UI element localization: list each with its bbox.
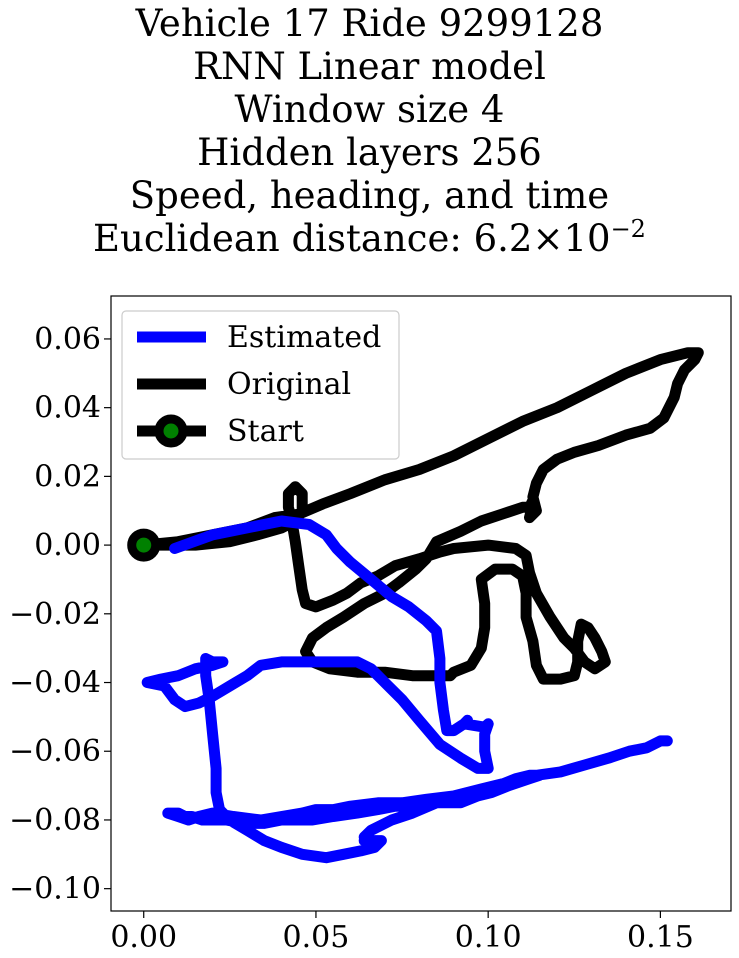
y-tick-label: −0.06 — [9, 734, 101, 769]
title-line-1: Vehicle 17 Ride 9299128 — [135, 2, 604, 45]
title-line-2: RNN Linear model — [193, 45, 546, 88]
legend-label-estimated: Estimated — [227, 320, 381, 355]
title-distance-base: 10 — [563, 217, 611, 260]
x-tick-label: 0.05 — [283, 920, 350, 955]
series-line-estimated — [141, 515, 673, 864]
x-tick-label: 0.00 — [110, 920, 177, 955]
y-tick-label: 0.00 — [34, 528, 101, 563]
y-tick-label: 0.06 — [34, 322, 101, 357]
legend-marker-start — [154, 414, 188, 448]
start-marker — [127, 528, 161, 562]
x-tick-label: 0.10 — [455, 920, 522, 955]
title-line-6: Euclidean distance: 6.2×10−2 — [0, 217, 739, 260]
legend-label-original: Original — [227, 367, 351, 402]
title-distance-mantissa: 6.2 — [473, 217, 533, 260]
y-tick-label: −0.08 — [9, 803, 101, 838]
title-distance-times: × — [532, 217, 564, 260]
y-tick-label: −0.10 — [9, 872, 101, 907]
y-tick-label: −0.04 — [9, 666, 101, 701]
y-tick-label: −0.02 — [9, 597, 101, 632]
x-tick-label: 0.15 — [627, 920, 694, 955]
series-line-original — [138, 347, 704, 685]
title-distance-prefix: Euclidean distance: — [93, 217, 474, 260]
y-tick-label: 0.02 — [34, 459, 101, 494]
title-line-3: Window size 4 — [234, 88, 505, 131]
title-line-5: Speed, heading, and time — [129, 174, 610, 217]
plot-frame — [110, 295, 732, 912]
legend-label-start: Start — [227, 414, 304, 449]
chart-title: Vehicle 17 Ride 9299128 RNN Linear model… — [0, 2, 739, 260]
title-distance-exponent: −2 — [610, 215, 646, 243]
y-tick-label: 0.04 — [34, 391, 101, 426]
title-line-4: Hidden layers 256 — [197, 131, 542, 174]
legend-box — [121, 310, 400, 460]
